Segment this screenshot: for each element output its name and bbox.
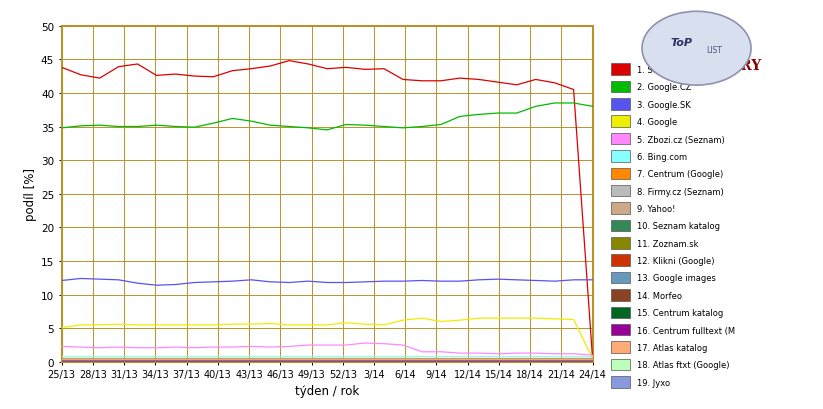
Text: LIST: LIST xyxy=(706,46,722,55)
X-axis label: týden / rok: týden / rok xyxy=(295,384,360,397)
Text: 15. Centrum katalog: 15. Centrum katalog xyxy=(636,308,723,317)
Text: 18. Atlas ftxt (Google): 18. Atlas ftxt (Google) xyxy=(636,360,729,369)
FancyBboxPatch shape xyxy=(611,290,630,301)
Text: 12. Klikni (Google): 12. Klikni (Google) xyxy=(636,256,714,265)
FancyBboxPatch shape xyxy=(611,255,630,266)
Text: 13. Google images: 13. Google images xyxy=(636,274,715,283)
FancyBboxPatch shape xyxy=(611,203,630,214)
Text: 14. Morfeo: 14. Morfeo xyxy=(636,291,681,300)
Y-axis label: podíl [%]: podíl [%] xyxy=(24,168,37,221)
Text: 16. Centrum fulltext (M: 16. Centrum fulltext (M xyxy=(636,326,735,335)
FancyBboxPatch shape xyxy=(611,342,630,353)
Text: 17. Atlas katalog: 17. Atlas katalog xyxy=(636,343,707,352)
FancyBboxPatch shape xyxy=(611,324,630,336)
FancyBboxPatch shape xyxy=(611,99,630,110)
Text: 7. Centrum (Google): 7. Centrum (Google) xyxy=(636,170,723,179)
Text: 10. Seznam katalog: 10. Seznam katalog xyxy=(636,222,719,231)
Text: 6. Bing.com: 6. Bing.com xyxy=(636,153,686,162)
FancyBboxPatch shape xyxy=(611,116,630,128)
FancyBboxPatch shape xyxy=(611,307,630,318)
FancyBboxPatch shape xyxy=(611,220,630,231)
FancyBboxPatch shape xyxy=(611,359,630,370)
FancyBboxPatch shape xyxy=(611,272,630,283)
Text: 9. Yahoo!: 9. Yahoo! xyxy=(636,204,675,213)
Text: 3. Google.SK: 3. Google.SK xyxy=(636,101,690,110)
Text: 4. Google: 4. Google xyxy=(636,118,677,127)
Text: ToP: ToP xyxy=(670,38,692,48)
Text: 2. Google.CZ: 2. Google.CZ xyxy=(636,83,691,92)
Text: 11. Zoznam.sk: 11. Zoznam.sk xyxy=(636,239,698,248)
Text: 19. Jyxo: 19. Jyxo xyxy=(636,378,670,387)
FancyBboxPatch shape xyxy=(611,151,630,162)
FancyBboxPatch shape xyxy=(611,186,630,197)
Text: 1. Seznam (Fulltext): 1. Seznam (Fulltext) xyxy=(636,66,721,75)
FancyBboxPatch shape xyxy=(611,81,630,93)
Ellipse shape xyxy=(642,12,751,86)
Text: HISTORY: HISTORY xyxy=(688,59,761,73)
Text: 8. Firmy.cz (Seznam): 8. Firmy.cz (Seznam) xyxy=(636,187,723,196)
FancyBboxPatch shape xyxy=(611,168,630,180)
FancyBboxPatch shape xyxy=(611,64,630,76)
FancyBboxPatch shape xyxy=(611,133,630,145)
Text: 5. Zbozi.cz (Seznam): 5. Zbozi.cz (Seznam) xyxy=(636,135,724,144)
FancyBboxPatch shape xyxy=(611,376,630,388)
FancyBboxPatch shape xyxy=(611,238,630,249)
